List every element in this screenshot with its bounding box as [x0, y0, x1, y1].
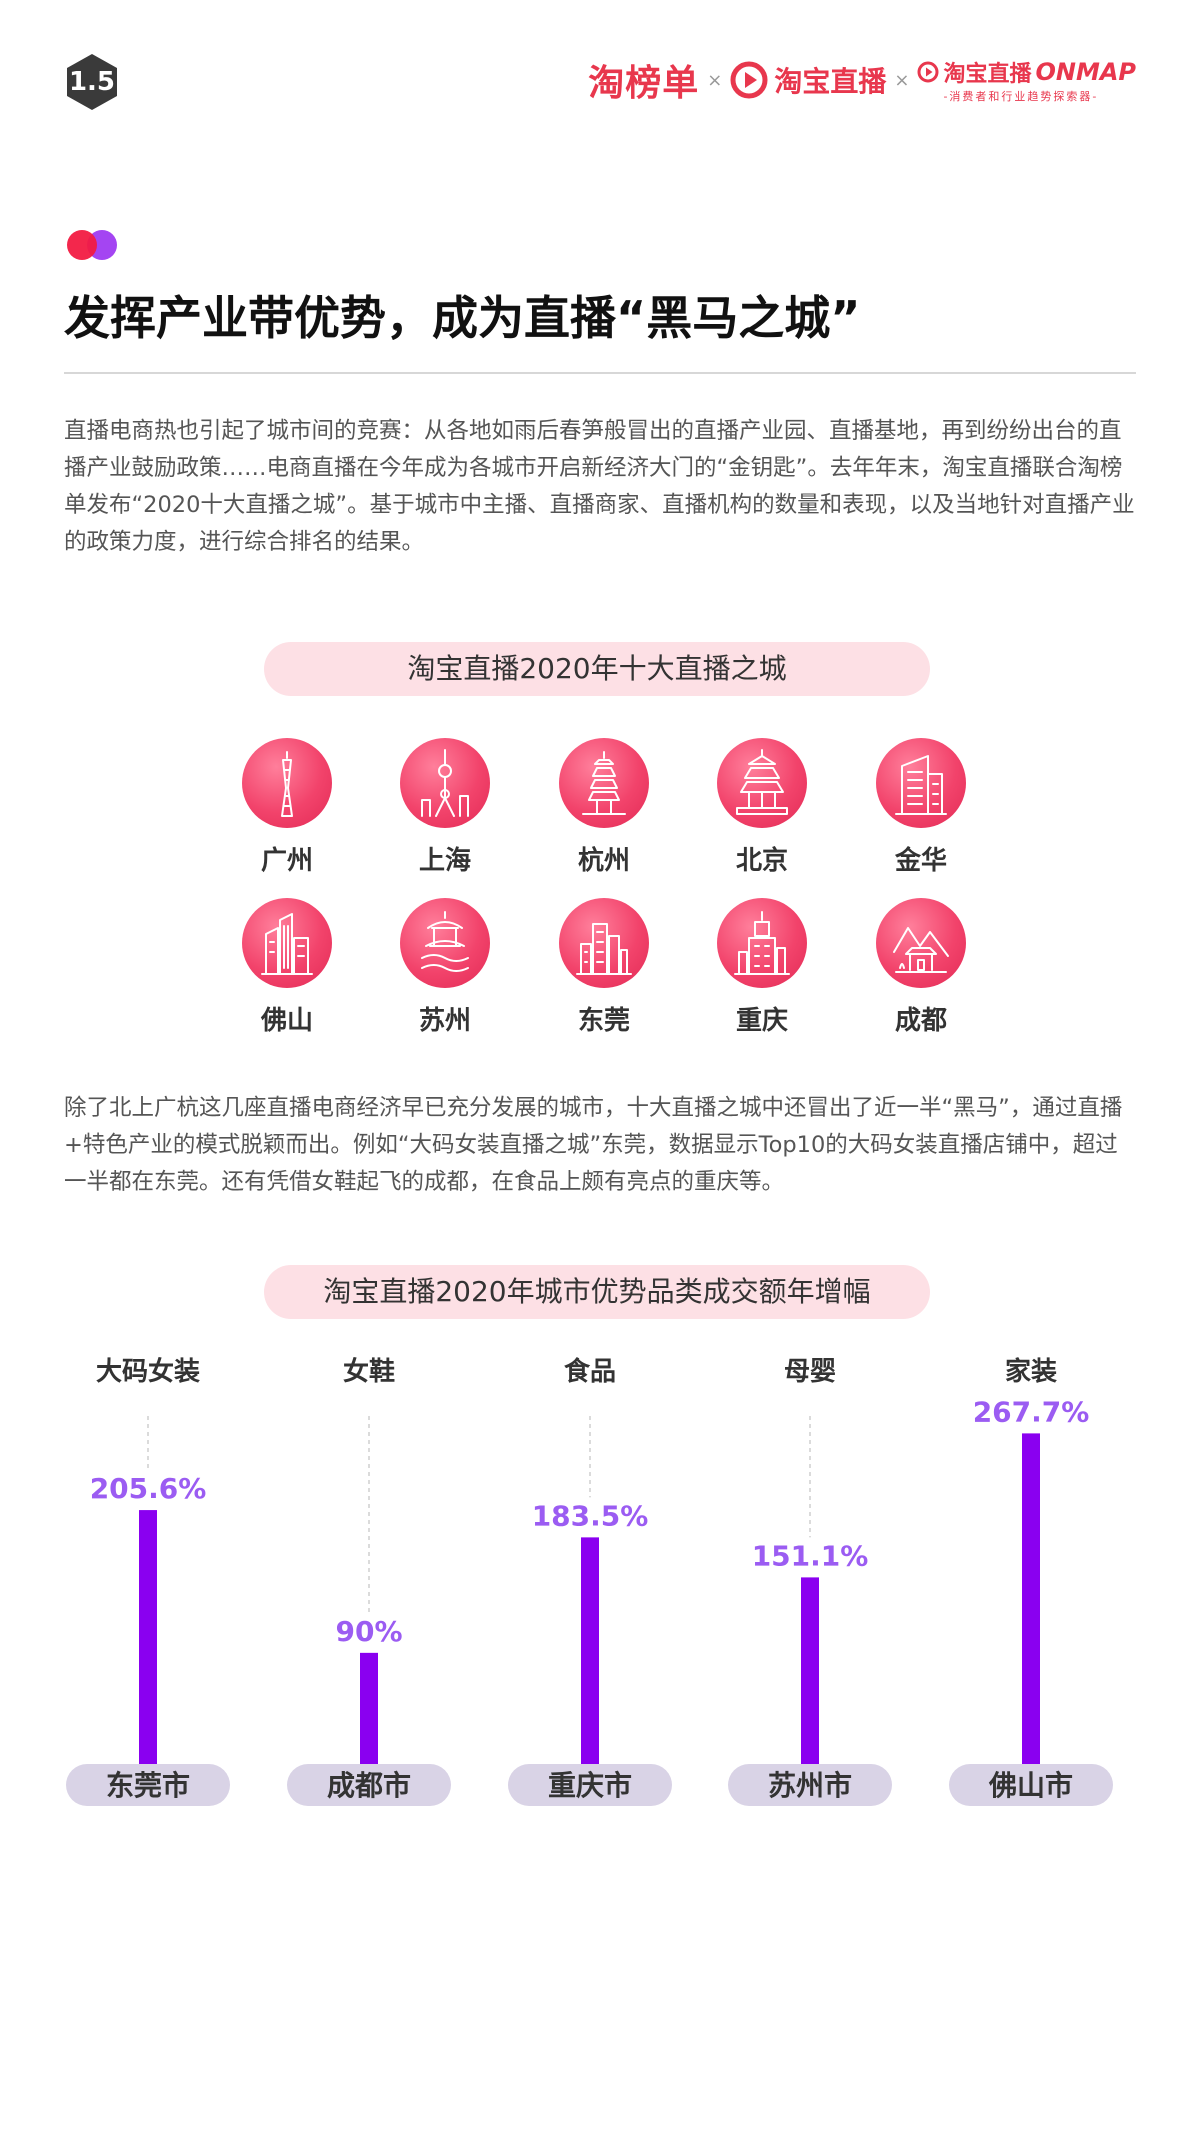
city-name: 金华	[894, 846, 947, 876]
bar	[1022, 1433, 1040, 1764]
chart-title: 淘宝直播2020年城市优势品类成交额年增幅	[264, 1265, 930, 1319]
bar	[360, 1652, 378, 1764]
bar	[801, 1577, 819, 1764]
oriental-pearl-tower-icon	[400, 738, 490, 828]
cities-section-title: 淘宝直播2020年十大直播之城	[264, 642, 930, 696]
city-pill	[287, 1764, 451, 1806]
city-pill	[949, 1764, 1113, 1806]
city-name: 北京	[735, 846, 788, 876]
value-label: 205.6%	[90, 1472, 207, 1505]
city-8: 东莞	[549, 898, 659, 1037]
city-9: 重庆	[707, 898, 817, 1037]
category-label: 女鞋	[343, 1356, 395, 1387]
logo-separator: ×	[707, 69, 723, 91]
city-pill	[728, 1764, 892, 1806]
city-label: 成都市	[327, 1769, 411, 1802]
city-name: 广州	[260, 846, 313, 876]
onmap-logo-prefix: 淘宝直播	[943, 62, 1032, 87]
city-pill	[508, 1764, 672, 1806]
play-icon-small	[917, 61, 939, 83]
value-label: 183.5%	[532, 1499, 649, 1532]
value-label: 267.7%	[973, 1395, 1090, 1428]
taobao-live-logo: 淘宝直播	[730, 60, 886, 100]
play-icon	[730, 61, 768, 99]
section-dots-icon	[67, 230, 117, 260]
value-label: 151.1%	[752, 1539, 869, 1572]
city-6: 佛山	[232, 898, 342, 1037]
skyscrapers-icon	[242, 898, 332, 988]
logo-separator-2: ×	[894, 69, 910, 91]
bar	[139, 1510, 157, 1764]
page-number: 1.5	[68, 67, 116, 97]
tower-building-icon	[717, 898, 807, 988]
bar	[581, 1537, 599, 1764]
city-name: 东莞	[577, 1006, 630, 1036]
city-label: 重庆市	[548, 1769, 632, 1802]
partner-logos: 淘榜单 × 淘宝直播 × 淘宝直播 ONMAP -消费者和行业趋势探索器-	[588, 56, 1136, 104]
city-name: 成都	[894, 1006, 947, 1036]
title-divider	[64, 372, 1136, 374]
growth-bar-chart: 大码女装 205.6% 东莞市 女鞋 90% 成都市 食品 183.5% 重庆市 母婴 151.1%…	[66, 1356, 1113, 1806]
category-label: 食品	[564, 1356, 616, 1387]
pagoda-icon	[559, 738, 649, 828]
page-number-badge: 1.5	[64, 52, 120, 112]
city-2: 上海	[390, 738, 500, 877]
city-4: 北京	[707, 738, 817, 877]
mountain-temple-icon	[876, 898, 966, 988]
city-name: 杭州	[577, 846, 630, 876]
onmap-logo: 淘宝直播 ONMAP -消费者和行业趋势探索器-	[917, 56, 1136, 104]
value-label: 90%	[335, 1615, 402, 1648]
onmap-logo-suffix: ONMAP	[1035, 58, 1136, 86]
city-name: 上海	[418, 846, 471, 876]
onmap-logo-subtitle: -消费者和行业趋势探索器-	[943, 90, 1099, 103]
taobangdan-logo: 淘榜单	[588, 63, 700, 104]
city-name: 佛山	[260, 1006, 313, 1036]
city-5: 金华	[866, 738, 976, 877]
temple-of-heaven-icon	[717, 738, 807, 828]
category-label: 大码女装	[96, 1356, 200, 1387]
city-10: 成都	[866, 898, 976, 1037]
city-name: 苏州	[418, 1006, 471, 1036]
city-name: 重庆	[735, 1006, 788, 1036]
canton-tower-icon	[242, 738, 332, 828]
city-3: 杭州	[549, 738, 659, 877]
garden-pavilion-icon	[400, 898, 490, 988]
category-label: 家装	[1005, 1356, 1057, 1387]
city-label: 佛山市	[988, 1769, 1073, 1802]
page-title: 发挥产业带优势，成为直播“黑马之城”	[64, 291, 861, 345]
city-pill	[66, 1764, 230, 1806]
city-7: 苏州	[390, 898, 500, 1037]
city-1: 广州	[232, 738, 342, 877]
city-label: 东莞市	[106, 1769, 190, 1802]
city-label: 苏州市	[768, 1769, 852, 1802]
taobao-live-logo-text: 淘宝直播	[774, 65, 887, 98]
second-paragraph: 除了北上广杭这几座直播电商经济早已充分发展的城市，十大直播之城中还冒出了近一半“…	[64, 1095, 1123, 1195]
intro-paragraph: 直播电商热也引起了城市间的竞赛：从各地如雨后春笋般冒出的直播产业园、直播基地，再…	[64, 418, 1135, 555]
city-skyline-icon	[559, 898, 649, 988]
office-building-icon	[876, 738, 966, 828]
category-label: 母婴	[784, 1357, 836, 1387]
